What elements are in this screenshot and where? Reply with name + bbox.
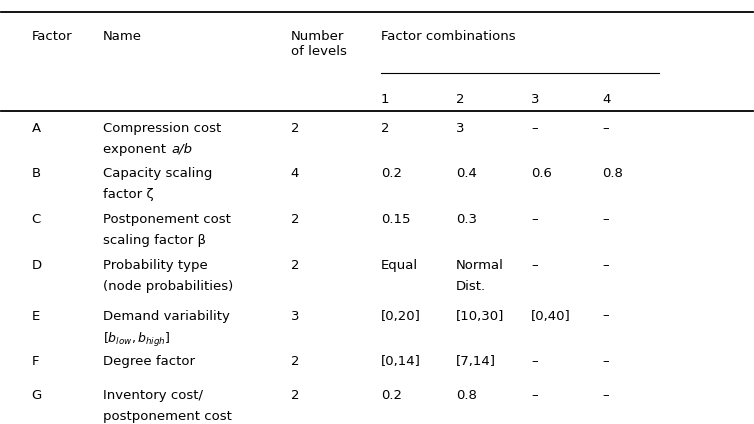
Text: 0.4: 0.4 (456, 167, 477, 180)
Text: Postponement cost: Postponement cost (103, 213, 231, 226)
Text: Factor combinations: Factor combinations (381, 30, 516, 43)
Text: 2: 2 (290, 259, 299, 271)
Text: Compression cost: Compression cost (103, 122, 221, 135)
Text: B: B (32, 167, 41, 180)
Text: [0,40]: [0,40] (531, 310, 571, 323)
Text: Number
of levels: Number of levels (290, 30, 347, 58)
Text: 3: 3 (531, 93, 540, 106)
Text: Normal: Normal (456, 259, 504, 271)
Text: [10,30]: [10,30] (456, 310, 504, 323)
Text: Equal: Equal (381, 259, 418, 271)
Text: Inventory cost/: Inventory cost/ (103, 388, 203, 402)
Text: exponent: exponent (103, 143, 170, 156)
Text: [0,14]: [0,14] (381, 355, 421, 368)
Text: 0.2: 0.2 (381, 388, 402, 402)
Text: G: G (32, 388, 41, 402)
Text: –: – (531, 355, 538, 368)
Text: –: – (602, 388, 609, 402)
Text: 0.8: 0.8 (602, 167, 624, 180)
Text: E: E (32, 310, 40, 323)
Text: 4: 4 (290, 167, 299, 180)
Text: $[b_{low},b_{high}]$: $[b_{low},b_{high}]$ (103, 331, 170, 349)
Text: 0.8: 0.8 (456, 388, 477, 402)
Text: Name: Name (103, 30, 142, 43)
Text: 2: 2 (381, 122, 389, 135)
Text: Capacity scaling: Capacity scaling (103, 167, 212, 180)
Text: F: F (32, 355, 39, 368)
Text: (node probabilities): (node probabilities) (103, 280, 233, 293)
Text: –: – (602, 259, 609, 271)
Text: factor ζ: factor ζ (103, 188, 153, 201)
Text: Dist.: Dist. (456, 280, 486, 293)
Text: Degree factor: Degree factor (103, 355, 195, 368)
Text: a/b: a/b (172, 143, 193, 156)
Text: –: – (531, 213, 538, 226)
Text: Probability type: Probability type (103, 259, 207, 271)
Text: 2: 2 (456, 93, 464, 106)
Text: 3: 3 (456, 122, 464, 135)
Text: A: A (32, 122, 41, 135)
Text: 3: 3 (290, 310, 299, 323)
Text: 0.3: 0.3 (456, 213, 477, 226)
Text: [0,20]: [0,20] (381, 310, 421, 323)
Text: C: C (32, 213, 41, 226)
Text: –: – (602, 213, 609, 226)
Text: 2: 2 (290, 122, 299, 135)
Text: 2: 2 (290, 355, 299, 368)
Text: Factor: Factor (32, 30, 72, 43)
Text: –: – (531, 122, 538, 135)
Text: –: – (531, 259, 538, 271)
Text: –: – (602, 122, 609, 135)
Text: [7,14]: [7,14] (456, 355, 496, 368)
Text: 0.2: 0.2 (381, 167, 402, 180)
Text: 2: 2 (290, 388, 299, 402)
Text: –: – (602, 310, 609, 323)
Text: 4: 4 (602, 93, 611, 106)
Text: –: – (602, 355, 609, 368)
Text: 1: 1 (381, 93, 389, 106)
Text: scaling factor β: scaling factor β (103, 234, 206, 247)
Text: D: D (32, 259, 41, 271)
Text: –: – (531, 388, 538, 402)
Text: 0.15: 0.15 (381, 213, 410, 226)
Text: Demand variability: Demand variability (103, 310, 230, 323)
Text: 0.6: 0.6 (531, 167, 552, 180)
Text: 2: 2 (290, 213, 299, 226)
Text: postponement cost: postponement cost (103, 410, 231, 423)
